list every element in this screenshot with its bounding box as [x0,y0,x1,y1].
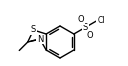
Text: O: O [86,31,93,40]
Text: S: S [31,25,36,35]
Text: O: O [77,15,84,24]
Text: N: N [37,35,43,44]
Text: Cl: Cl [97,16,105,25]
Text: S: S [82,23,88,32]
